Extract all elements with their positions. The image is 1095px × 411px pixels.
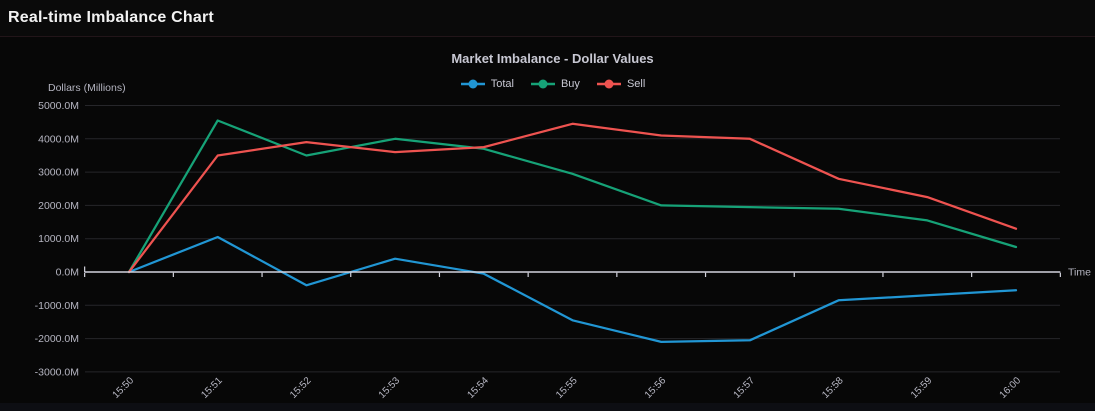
legend-label: Total xyxy=(490,78,514,90)
y-tick-label: -3000.0M xyxy=(35,366,79,378)
x-tick-label: 16:00 xyxy=(998,375,1024,401)
x-tick-label: 15:56 xyxy=(643,375,669,401)
legend-marker-sell xyxy=(596,79,621,89)
legend-label: Buy xyxy=(560,78,580,90)
series-line-total xyxy=(127,235,1018,344)
chart-legend: Total Buy Sell xyxy=(10,78,1095,90)
x-tick-label: 15:52 xyxy=(288,375,314,401)
chart-panel: Market Imbalance - Dollar Values Total Bu… xyxy=(0,38,1095,411)
x-tick-label: 15:54 xyxy=(465,375,491,401)
page-title: Real-time Imbalance Chart xyxy=(8,9,214,26)
legend-item-total[interactable]: Total xyxy=(460,78,514,90)
y-tick-label: 0.0M xyxy=(56,267,79,279)
y-tick-label: 1000.0M xyxy=(38,233,79,245)
bottom-strip xyxy=(0,403,1095,411)
x-tick-label: 15:53 xyxy=(377,375,403,401)
y-axis-title: Dollars (Millions) xyxy=(48,82,126,94)
x-tick-label: 15:51 xyxy=(199,375,225,401)
series-line-sell xyxy=(127,122,1018,274)
legend-item-sell[interactable]: Sell xyxy=(596,78,645,90)
y-tick-label: 3000.0M xyxy=(38,167,79,179)
legend-label: Sell xyxy=(626,78,646,90)
x-tick-label: 15:59 xyxy=(909,375,935,401)
y-tick-label: 5000.0M xyxy=(38,100,79,112)
x-tick-label: 15:50 xyxy=(111,375,137,401)
x-tick-label: 15:55 xyxy=(554,375,580,401)
legend-marker-buy xyxy=(530,79,555,89)
y-tick-label: 4000.0M xyxy=(38,133,79,145)
chart-title: Market Imbalance - Dollar Values xyxy=(451,51,654,66)
x-tick-label: 15:57 xyxy=(732,375,758,401)
y-tick-label: 2000.0M xyxy=(38,200,79,212)
line-plot: 5000.0M 4000.0M 3000.0M 2000.0M 1000.0M 0.0M -… xyxy=(35,100,1091,401)
page-header: Real-time Imbalance Chart xyxy=(0,0,1095,37)
y-tick-label: -2000.0M xyxy=(35,333,79,345)
series-line-buy xyxy=(127,119,1018,274)
legend-item-buy[interactable]: Buy xyxy=(530,78,580,90)
y-tick-label: -1000.0M xyxy=(35,300,79,312)
x-axis-title: Time xyxy=(1068,267,1091,279)
legend-marker-total xyxy=(460,79,485,89)
x-tick-label: 15:58 xyxy=(820,375,846,401)
